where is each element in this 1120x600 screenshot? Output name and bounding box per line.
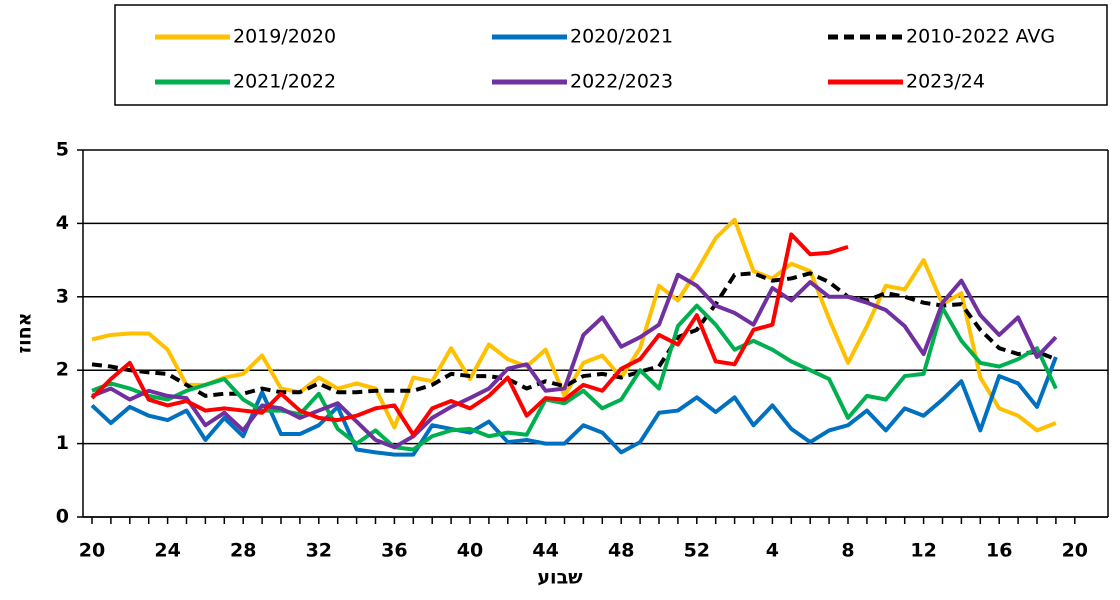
x-tick-label: 16	[986, 540, 1012, 562]
y-tick-label: 0	[56, 506, 69, 528]
series-line	[90, 356, 1058, 457]
x-tick-label: 40	[457, 540, 483, 562]
x-tick-label: 4	[766, 540, 779, 562]
y-tick-label: 2	[56, 359, 69, 381]
x-tick-label: 28	[230, 540, 256, 562]
x-tick-label: 24	[154, 540, 180, 562]
legend-label: 2023/24	[906, 71, 985, 93]
series-line	[91, 271, 1057, 398]
x-tick-label: 12	[910, 540, 936, 562]
series-line	[90, 232, 849, 437]
y-tick-label: 1	[56, 432, 69, 454]
x-tick-label: 20	[1062, 540, 1088, 562]
x-tick-label: 44	[532, 540, 558, 562]
legend-label: 2022/2023	[570, 71, 673, 93]
legend-label: 2020/2021	[570, 26, 673, 48]
legend-label: 2021/2022	[233, 71, 336, 93]
series-line	[91, 272, 1058, 450]
x-tick-label: 8	[841, 540, 854, 562]
y-axis-label: אחוז	[14, 312, 36, 353]
legend-box	[114, 4, 1108, 106]
x-tick-label: 52	[684, 540, 710, 562]
x-axis-label: שבוע	[537, 567, 583, 589]
legend-label: 2019/2020	[233, 26, 336, 48]
y-tick-label: 4	[56, 212, 69, 234]
y-tick-label: 3	[56, 285, 69, 307]
legend-label: 2010-2022 AVG	[906, 26, 1055, 48]
x-tick-label: 36	[381, 540, 407, 562]
x-tick-label: 32	[306, 540, 332, 562]
x-tick-label: 20	[79, 540, 105, 562]
series-line	[91, 303, 1058, 452]
y-tick-label: 5	[56, 139, 69, 161]
x-tick-label: 48	[608, 540, 634, 562]
